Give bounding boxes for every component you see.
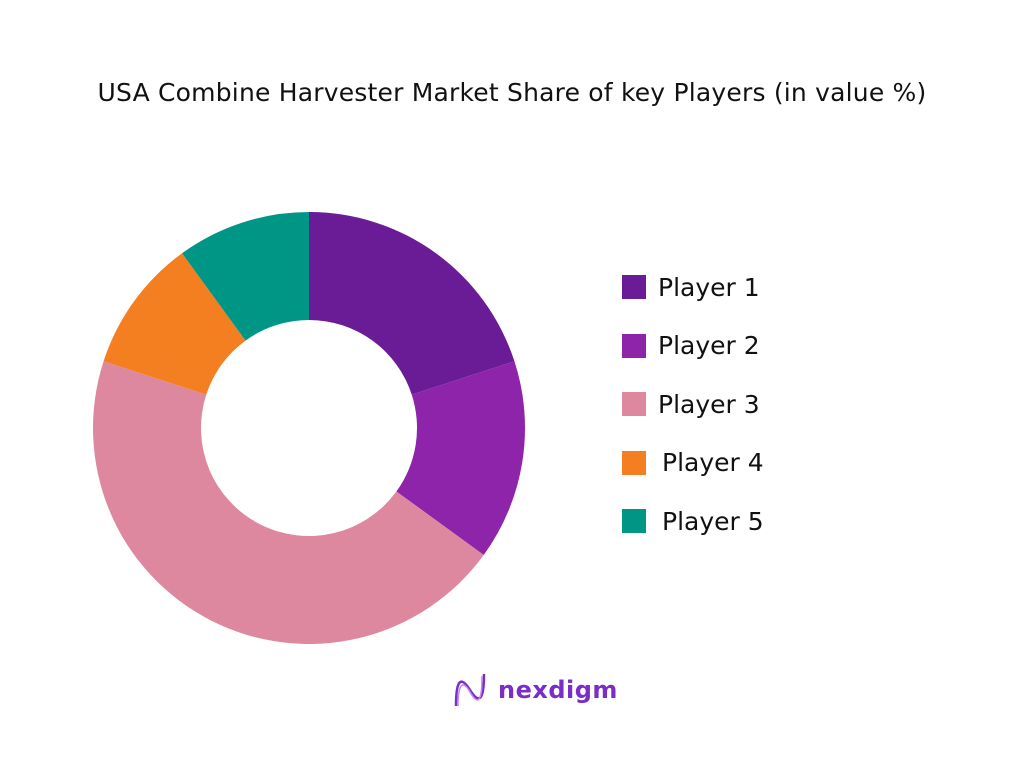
legend-swatch [622,450,646,475]
legend-swatch [622,275,646,299]
legend-swatch [622,509,646,533]
wave-logo-icon [454,673,486,707]
donut-slice-player-1 [309,212,515,395]
legend-item-player-2: Player 2 [622,331,764,361]
legend-label: Player 1 [658,272,760,302]
legend-label: Player 2 [658,331,760,360]
legend-item-player-5: Player 5 [622,506,764,536]
donut-slice-player-5 [182,212,309,341]
donut-slice-player-4 [103,253,246,395]
legend-swatch [622,392,646,416]
legend-label: Player 3 [658,389,760,419]
donut-slice-player-2 [396,361,525,555]
chart-legend: Player 1 Player 2 Player 3 Player 4 Play… [622,272,764,565]
nexdigm-logo: nexdigm [452,672,618,708]
legend-swatch [622,333,646,358]
legend-label: Player 4 [662,448,764,477]
logo-text: nexdigm [498,676,618,704]
legend-item-player-3: Player 3 [622,389,764,419]
chart-title: USA Combine Harvester Market Share of ke… [97,78,927,107]
legend-item-player-1: Player 1 [622,272,764,302]
legend-label: Player 5 [662,506,764,536]
donut-slice-player-3 [93,361,484,644]
legend-item-player-4: Player 4 [622,448,764,478]
